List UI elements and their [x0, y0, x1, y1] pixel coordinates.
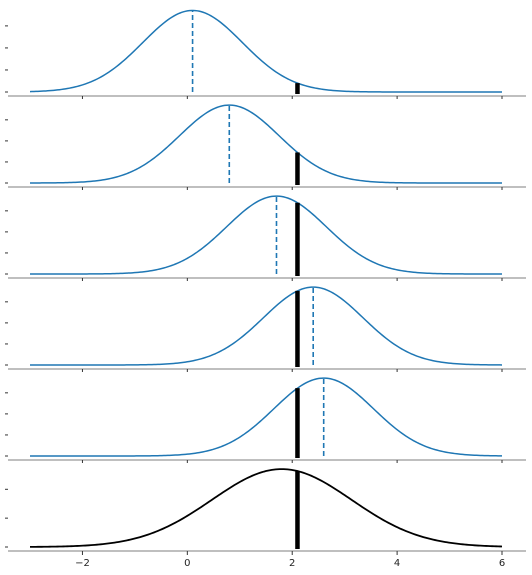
panel-6-marginal-curve [29, 468, 503, 548]
x-axis-tick-label-2: 0 [184, 558, 190, 569]
chart-panels [5, 9, 526, 552]
x-axis-tick-label-4: 4 [394, 558, 400, 569]
panel-6 [5, 468, 526, 552]
x-axis-tick-label-1: −2 [75, 558, 90, 569]
panel-5-density-curve [30, 377, 503, 457]
panel-3-density-curve [30, 195, 502, 275]
panel-4 [5, 286, 526, 372]
panel-4-density-curve [30, 286, 503, 366]
panel-1 [5, 9, 526, 99]
panel-2-density-curve [30, 104, 502, 184]
x-axis-tick-label-3: 2 [289, 558, 295, 569]
panel-3 [5, 195, 526, 281]
panel-5 [5, 377, 526, 463]
panel-1-density-curve [29, 9, 502, 93]
x-axis-tick-label-5: 6 [499, 558, 505, 569]
x-axis: −2 0 2 4 6 [75, 551, 505, 569]
panel-2 [5, 104, 526, 190]
